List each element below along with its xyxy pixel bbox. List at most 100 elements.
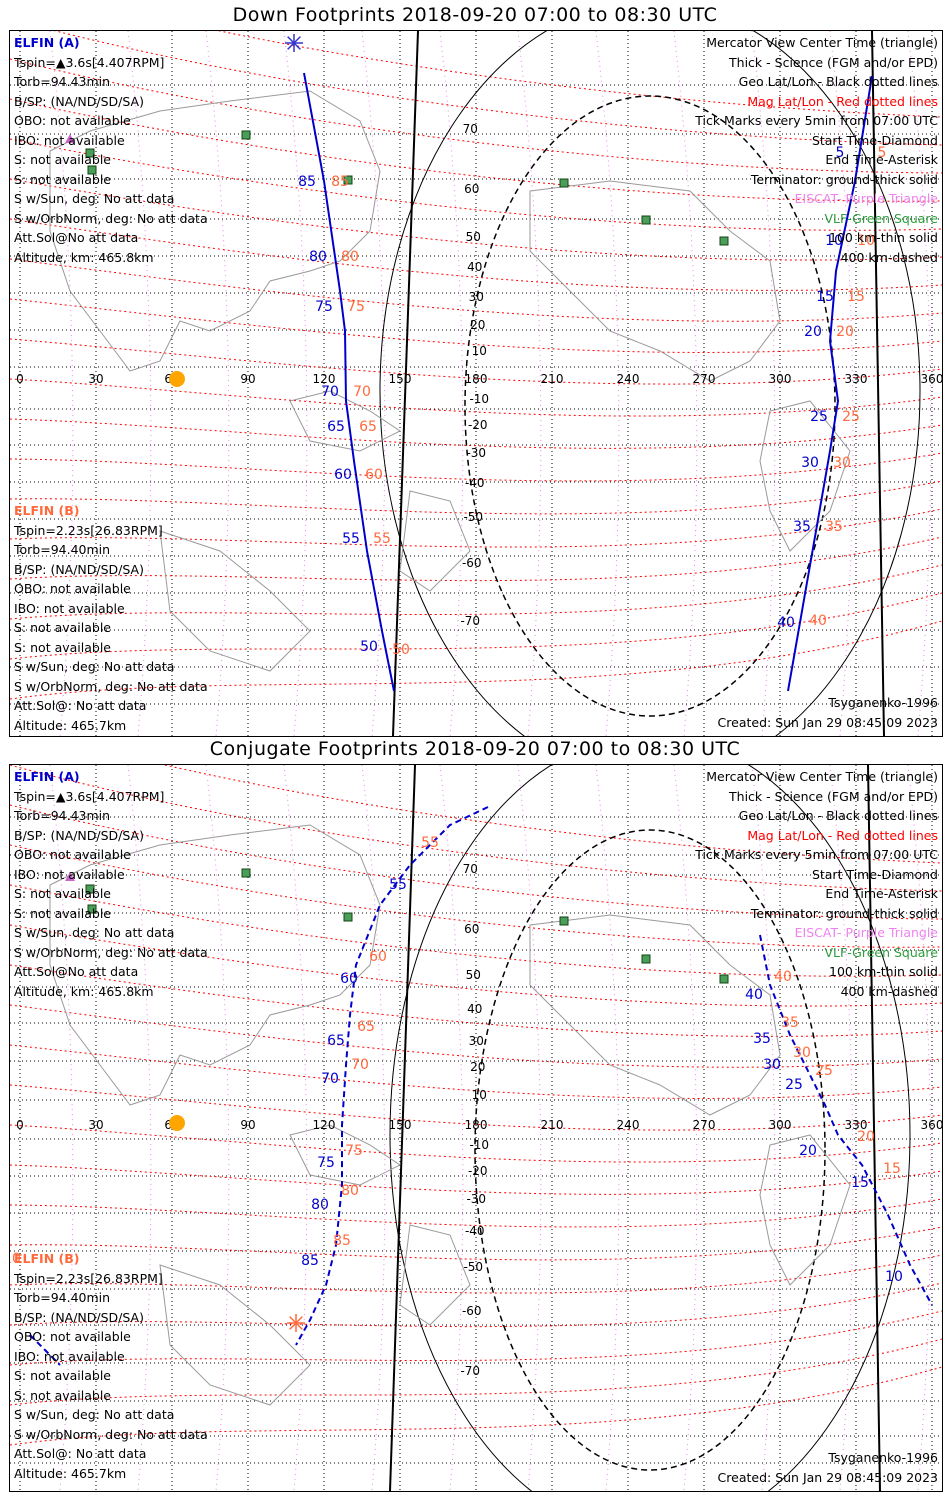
- track-time-label: 40: [777, 615, 795, 631]
- vlf-station-square: [719, 974, 729, 984]
- lat-tick-label: -10: [469, 1138, 489, 1152]
- lon-tick-label: 90: [240, 372, 255, 386]
- legend-line: End Time-Asterisk: [825, 886, 938, 901]
- model-footer: Tsyganenko-1996 Created: Sun Jan 29 08:4…: [718, 693, 938, 732]
- sat-b-name: ELFIN (B): [14, 1251, 80, 1266]
- track-time-label: 30: [833, 455, 851, 471]
- lat-tick-label: 10: [472, 344, 487, 358]
- sat-a-line: Tspin=▲3.6s[4.407RPM]: [14, 54, 165, 70]
- vlf-station-square: [85, 148, 95, 158]
- legend-line: 100 km-thin solid: [829, 964, 938, 979]
- lat-tick-label: -20: [468, 418, 488, 432]
- track-time-label: 75: [347, 299, 365, 315]
- lon-tick-label: 210: [541, 1118, 564, 1132]
- lat-tick-label: -40: [465, 1224, 485, 1238]
- sat-a-info: ELFIN (A) Tspin=▲3.6s[4.407RPM] Torb=94.…: [14, 767, 208, 1001]
- mag-meridian: [673, 31, 698, 736]
- lat-tick-label: -70: [460, 614, 480, 628]
- mag-meridian: [49, 31, 74, 736]
- track-time-label: 10: [857, 233, 875, 249]
- sat-a-line: S w/Sun, deg: No att data: [14, 925, 175, 940]
- lon-tick-label: 270: [693, 372, 716, 386]
- sat-b-line: Tspin=2.23s[26.83RPM]: [14, 1270, 163, 1286]
- mag-meridian: [361, 765, 386, 1491]
- sat-b-line: IBO: not available: [14, 1348, 125, 1364]
- track-time-label: 50: [392, 642, 410, 658]
- map-legend: Mercator View Center Time (triangle) Thi…: [695, 767, 938, 1001]
- coastline: [399, 490, 471, 592]
- vlf-station-square: [343, 175, 353, 185]
- mag-latitude-line: [217, 31, 942, 118]
- legend-line: VLF-Green Square: [824, 944, 938, 960]
- mag-meridian: [595, 31, 620, 736]
- track-time-label: 75: [317, 1155, 335, 1171]
- satellite-track: [295, 806, 489, 1346]
- track-time-label: 85: [333, 1233, 351, 1249]
- mag-latitude-line: [10, 1282, 942, 1328]
- lat-tick-label: 20: [470, 1060, 485, 1074]
- lat-tick-label: 30: [469, 290, 484, 304]
- satellite-track: [303, 72, 395, 692]
- lat-tick-label: -70: [460, 1364, 480, 1378]
- terminator-400km: [474, 829, 826, 1471]
- sat-b-line: B/SP: (NA/ND/SD/SA): [14, 1309, 144, 1325]
- track-time-label: 70: [321, 1071, 339, 1087]
- lon-tick-label: 360: [921, 1118, 942, 1132]
- lon-tick-label: 0: [16, 372, 24, 386]
- legend-line: Start Time-Diamond: [811, 132, 938, 148]
- terminator-100km: [379, 31, 921, 736]
- track-time-label: 60: [340, 971, 358, 987]
- mag-latitude-line: [162, 765, 942, 864]
- sat-a-line: S: not available: [14, 886, 111, 901]
- sat-b-line: Tspin=2.23s[26.83RPM]: [14, 522, 163, 538]
- track-time-label: 25: [785, 1077, 803, 1093]
- sat-a-line: S w/OrbNorm, deg: No att data: [14, 944, 208, 960]
- track-time-label: 75: [345, 1143, 363, 1159]
- lon-tick-label: 360: [921, 372, 942, 386]
- sat-b-line: S w/OrbNorm, deg: No att data: [14, 678, 208, 694]
- track-time-label: 80: [309, 249, 327, 265]
- eiscat-triangle: [65, 134, 75, 143]
- lat-tick-label: 40: [467, 1002, 482, 1016]
- mag-meridian: [595, 765, 620, 1491]
- sat-a-line: Altitude, km: 465.8km: [14, 249, 154, 265]
- lat-tick-label: 60: [464, 922, 479, 936]
- track-time-label: 10: [825, 233, 843, 249]
- lat-tick-label: 10: [472, 1088, 487, 1102]
- vlf-station-square: [85, 884, 95, 894]
- track-time-label: 30: [763, 1057, 781, 1073]
- mag-meridian: [751, 31, 776, 736]
- sat-a-line: Torb=94.43min: [14, 808, 111, 823]
- track-time-label: 75: [315, 299, 333, 315]
- lon-tick-label: 240: [617, 372, 640, 386]
- legend-line: Start Time-Diamond: [811, 866, 938, 882]
- track-time-label: 70: [351, 1057, 369, 1073]
- track-time-label: 5: [878, 145, 887, 161]
- lon-tick-label: 120: [313, 1118, 336, 1132]
- coastline: [49, 824, 381, 1106]
- lon-tick-label: 300: [769, 372, 792, 386]
- mag-latitude-line: [10, 258, 942, 322]
- sat-b-line: OBO: not available: [14, 1329, 131, 1344]
- model-name: Tsyganenko-1996: [828, 1450, 938, 1465]
- lat-tick-label: 20: [470, 318, 485, 332]
- mag-latitude-line: [10, 536, 942, 582]
- map-panel-conjugate: 0 30 60 90 120 150 180 210 240 270 300 330 360 70 60 50…: [9, 764, 943, 1492]
- track-time-label: 55: [389, 877, 407, 893]
- terminator-ground: [389, 765, 416, 1491]
- sat-a-line: S: not available: [14, 905, 111, 921]
- lat-tick-label: 60: [464, 182, 479, 196]
- sat-a-line: Altitude, km: 465.8km: [14, 983, 154, 999]
- track-time-label: 35: [825, 519, 843, 535]
- track-time-label: 15: [851, 1175, 869, 1191]
- track-time-label: 85: [298, 174, 316, 190]
- mag-latitude-line: [10, 508, 942, 548]
- sat-b-info: ELFIN (B) Tspin=2.23s[26.83RPM] Torb=94.…: [14, 1249, 208, 1483]
- mag-latitude-line: [10, 1198, 942, 1228]
- sat-a-line: S w/OrbNorm, deg: No att data: [14, 210, 208, 226]
- track-time-label: 65: [359, 419, 377, 435]
- mag-latitude-line: [10, 58, 942, 174]
- mag-latitude-line: [10, 964, 942, 1037]
- legend-line: Tick Marks every 5min from 07:00 UTC: [695, 847, 938, 862]
- sat-a-line: S: not available: [14, 152, 111, 167]
